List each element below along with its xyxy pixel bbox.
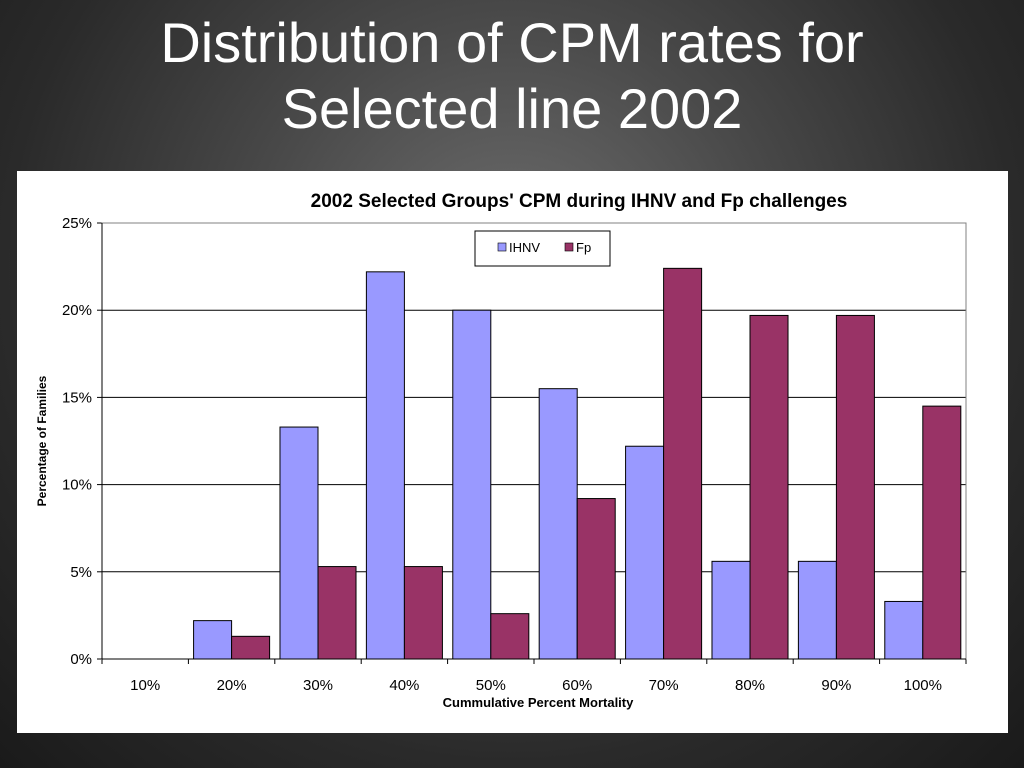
legend-box	[474, 230, 611, 267]
bar-fp-10	[922, 405, 962, 660]
y-tick-label: 10%	[62, 477, 92, 494]
bar-fp-3	[317, 566, 357, 660]
bar-fp-5	[490, 613, 530, 660]
bar-ihnv-10	[884, 600, 924, 660]
bar-fp-2	[231, 635, 271, 660]
y-tick-label: 5%	[70, 564, 92, 581]
bar-ihnv-8	[711, 560, 751, 660]
bar-fp-8	[749, 314, 789, 660]
x-tick-label: 40%	[389, 677, 419, 694]
x-tick-label: 60%	[562, 677, 592, 694]
y-axis-label: Percentage of Families	[35, 375, 49, 506]
x-tick-label: 30%	[303, 677, 333, 694]
x-tick-label: 80%	[735, 677, 765, 694]
bar-fp-6	[576, 498, 616, 660]
x-tick-label: 70%	[649, 677, 679, 694]
y-axis-ticks: 0% 5% 10% 15% 20% 25%	[62, 215, 102, 668]
slide-title-line-2: Selected line 2002	[281, 77, 743, 140]
bar-ihnv-3	[279, 426, 319, 660]
y-tick-label: 0%	[70, 651, 92, 668]
y-tick-label: 25%	[62, 215, 92, 232]
bar-ihnv-9	[797, 560, 837, 660]
bar-chart: 2002 Selected Groups' CPM during IHNV an…	[35, 191, 967, 710]
bar-ihnv-4	[365, 271, 405, 660]
x-tick-label: 90%	[821, 677, 851, 694]
y-tick-label: 15%	[62, 389, 92, 406]
legend-swatch-fp	[564, 242, 574, 252]
legend-label-ihnv: IHNV	[509, 240, 540, 255]
y-tick-label: 20%	[62, 302, 92, 319]
bar-fp-7	[663, 267, 703, 660]
slide-title-line-1: Distribution of CPM rates for	[160, 11, 864, 74]
bars	[193, 267, 962, 660]
bar-ihnv-2	[193, 620, 233, 660]
bar-ihnv-7	[625, 445, 665, 660]
x-tick-label: 50%	[476, 677, 506, 694]
bar-fp-4	[403, 566, 443, 660]
x-axis-ticks: 10% 20% 30% 40% 50% 60% 70% 80% 90% 100%	[101, 659, 967, 694]
legend-swatch-ihnv	[497, 242, 507, 252]
x-tick-label: 20%	[217, 677, 247, 694]
chart-title: 2002 Selected Groups' CPM during IHNV an…	[311, 191, 848, 212]
bar-fp-9	[835, 314, 875, 660]
legend-label-fp: Fp	[576, 240, 591, 255]
slide-title: Distribution of CPM rates for Selected l…	[0, 10, 1024, 142]
x-tick-label: 100%	[904, 677, 942, 694]
legend: IHNV Fp	[474, 230, 611, 267]
bar-ihnv-5	[452, 309, 492, 660]
x-tick-label: 10%	[130, 677, 160, 694]
chart-panel: 2002 Selected Groups' CPM during IHNV an…	[17, 171, 1008, 733]
x-axis-label: Cummulative Percent Mortality	[443, 695, 634, 710]
bar-ihnv-6	[538, 388, 578, 660]
